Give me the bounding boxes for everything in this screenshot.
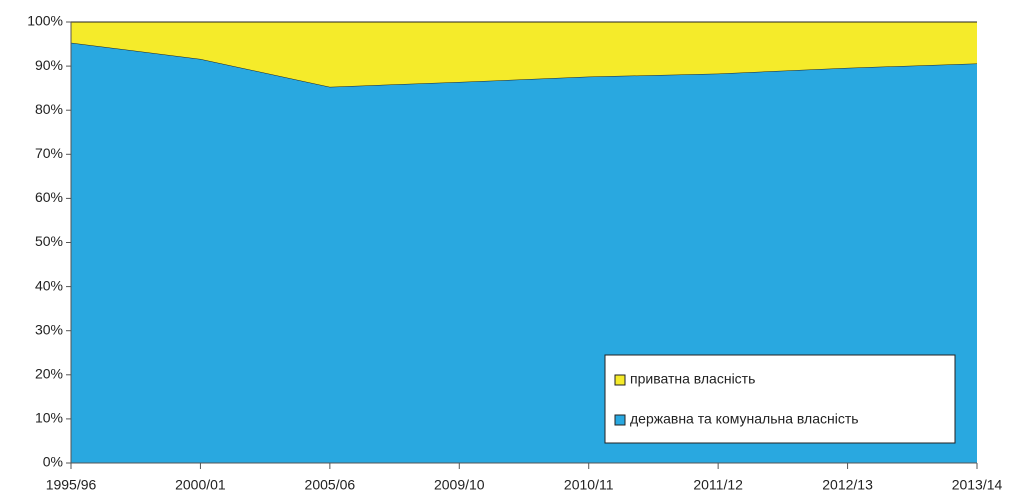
x-tick-label: 2010/11 — [564, 477, 614, 493]
y-tick-label: 80% — [35, 101, 63, 117]
x-tick-label: 2000/01 — [175, 477, 226, 493]
x-tick-label: 2012/13 — [822, 477, 873, 493]
y-tick-label: 50% — [35, 233, 63, 249]
y-tick-label: 90% — [35, 57, 63, 73]
x-tick-label: 2005/06 — [305, 477, 356, 493]
legend-label: державна та комунальна власність — [630, 411, 859, 427]
y-tick-label: 20% — [35, 366, 63, 382]
y-tick-label: 10% — [35, 410, 63, 426]
y-tick-label: 70% — [35, 145, 63, 161]
y-tick-label: 40% — [35, 277, 63, 293]
x-tick-label: 1995/96 — [46, 477, 97, 493]
y-tick-label: 30% — [35, 321, 63, 337]
legend-label: приватна власність — [630, 371, 755, 387]
y-tick-label: 0% — [43, 454, 63, 470]
y-tick-label: 60% — [35, 189, 63, 205]
area — [71, 22, 977, 87]
legend-box — [604, 354, 956, 444]
legend-swatch — [614, 374, 626, 386]
y-tick-label: 100% — [27, 13, 63, 29]
legend-swatch — [614, 414, 626, 426]
x-tick-label: 2011/12 — [693, 477, 743, 493]
x-tick-label: 2009/10 — [434, 477, 485, 493]
x-tick-label: 2013/14 — [952, 477, 1003, 493]
